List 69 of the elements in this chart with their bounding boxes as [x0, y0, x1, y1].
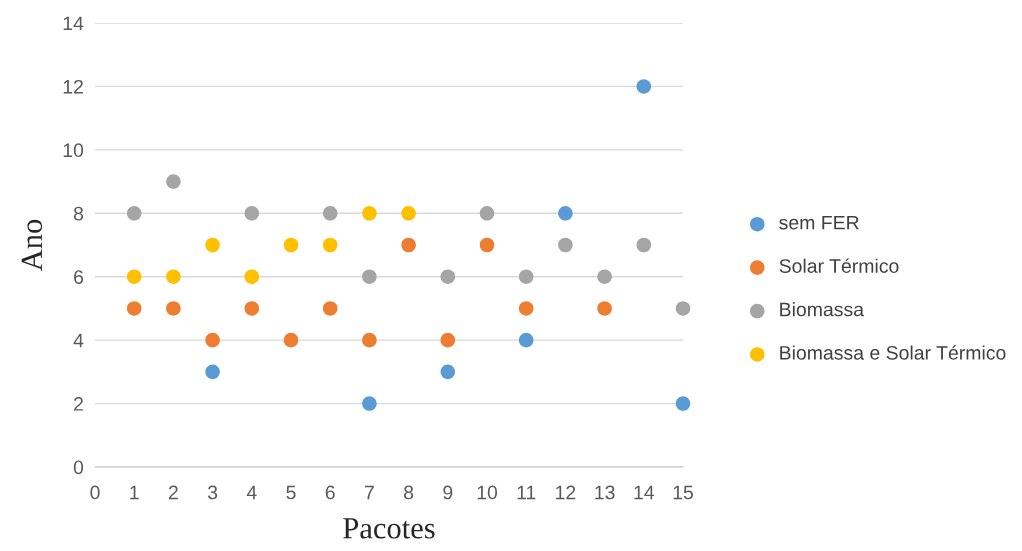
y-tick-label: 0	[73, 460, 84, 475]
x-tick-label: 15	[673, 485, 693, 500]
point	[558, 237, 573, 253]
point	[205, 237, 220, 253]
x-tick-label: 6	[325, 485, 335, 500]
x-tick-label: 2	[168, 485, 178, 500]
y-tick-label: 4	[73, 333, 84, 348]
point	[636, 79, 652, 94]
point	[597, 269, 612, 284]
point	[244, 301, 260, 316]
point	[322, 206, 338, 221]
point	[401, 237, 416, 253]
x-tick-label: 4	[246, 485, 257, 500]
point	[322, 237, 338, 253]
point	[322, 301, 338, 316]
y-tick-label: 8	[73, 206, 84, 221]
x-axis-title: Pacotes	[343, 518, 435, 539]
point	[675, 396, 691, 411]
y-tick-label: 12	[63, 79, 83, 94]
point	[166, 174, 181, 189]
point	[205, 332, 220, 348]
x-tick-label: 7	[364, 485, 374, 500]
point	[362, 396, 377, 411]
point	[597, 301, 612, 316]
legend-label: Biomassa e Solar Térmico	[780, 345, 1006, 360]
legend-label: sem FER	[779, 215, 859, 230]
point	[283, 332, 299, 348]
point	[126, 269, 142, 284]
legend-label: Solar Térmico	[779, 258, 899, 273]
y-tick-label: 6	[74, 270, 84, 284]
x-tick-label: 12	[556, 485, 576, 500]
point	[440, 364, 456, 380]
point	[401, 206, 416, 221]
x-tick-label: 11	[517, 485, 536, 500]
point	[126, 206, 142, 221]
point	[362, 269, 377, 284]
y-tick-label: 10	[63, 143, 84, 158]
y-axis-title: Ano	[21, 219, 43, 272]
point	[283, 237, 299, 253]
x-tick-label: 10	[477, 485, 498, 500]
point	[636, 237, 652, 253]
point	[166, 269, 181, 284]
x-tick-label: 3	[207, 485, 218, 500]
point	[205, 364, 220, 380]
x-tick-label: 14	[634, 485, 655, 500]
x-tick-label: 1	[130, 485, 139, 500]
point	[362, 332, 377, 348]
point	[244, 269, 260, 284]
legend-label: Biomassa	[780, 302, 865, 317]
x-tick-label: 5	[286, 485, 296, 500]
point	[362, 206, 377, 221]
y-tick-label: 2	[74, 397, 83, 411]
point	[675, 301, 691, 316]
y-tick-label: 14	[63, 16, 84, 31]
point	[518, 301, 534, 316]
point	[126, 301, 142, 316]
x-tick-label: 13	[595, 485, 615, 500]
x-tick-label: 0	[90, 485, 100, 500]
point	[244, 206, 260, 221]
x-tick-label: 8	[404, 485, 414, 500]
x-tick-label: 9	[443, 485, 453, 500]
point	[479, 237, 495, 253]
point	[440, 332, 456, 348]
point	[518, 269, 534, 284]
point	[518, 332, 534, 348]
point	[166, 301, 181, 316]
point	[440, 269, 456, 284]
point	[558, 206, 573, 221]
point	[479, 206, 495, 221]
